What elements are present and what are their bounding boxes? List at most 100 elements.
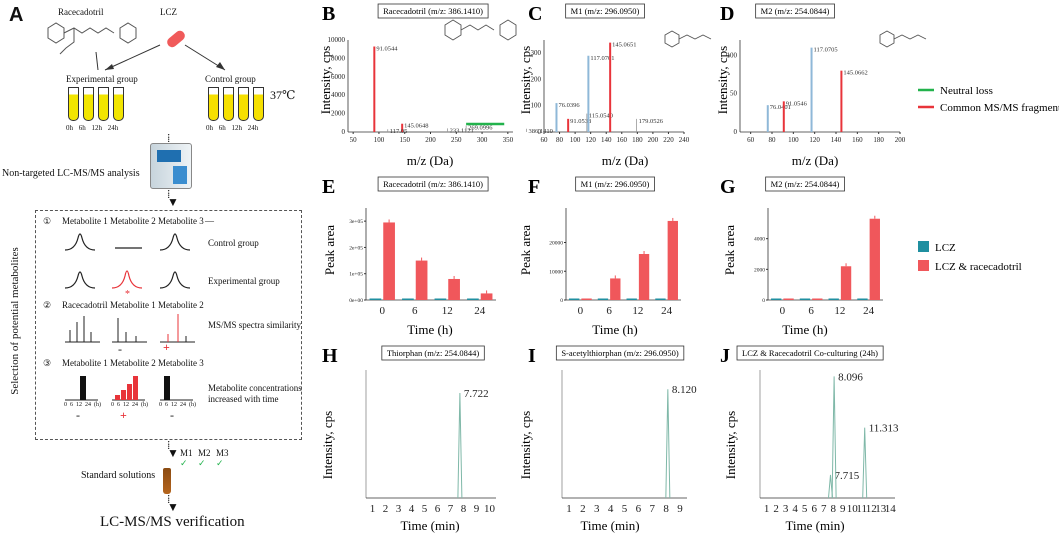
x-tick-label-J: 3 [783,503,789,515]
legend-lcz-race-swatch [918,260,929,271]
bar-lcz-E [434,298,447,300]
row3-header-2: Metabolite 2 [110,358,156,368]
panel-letter-b: B [322,3,335,25]
peak-label-D: 76.0401 [770,104,791,111]
x-tick-label-H: 9 [474,503,480,515]
panel-letter-g: G [720,176,736,198]
ctl-times: 0h 6h 12h 24h [206,124,258,132]
x-tick-label-G: 12 [834,305,845,317]
step2-minus: - [118,342,122,356]
row2-header-3: Metabolite 2 [158,300,204,310]
panel-letter-a: A [9,4,24,26]
x-tick-label-E: 6 [412,305,418,317]
x-tick-label-D: 100 [788,136,799,144]
title-box-b [377,3,489,19]
x-tick-label-H: 2 [383,503,389,515]
title-box-g [765,176,845,192]
peak-label-J: 11.313 [869,423,899,435]
peak-label-B: 91.0544 [376,45,398,52]
x-tick-label-B: 150 [399,136,410,144]
x-tick-label-F: 6 [606,305,612,317]
x-tick-label-D: 60 [747,136,755,144]
x-tick-label-C: 80 [556,136,564,144]
panel-letter-c: C [528,3,542,25]
tube-ctl-1 [208,87,219,121]
title-c: M1 (m/z: 296.0950) [571,6,640,16]
peak-label-D: 145.0662 [843,70,867,77]
x-tick-label-D: 120 [809,136,820,144]
x-tick-label-C: 160 [617,136,628,144]
peak-label-H: 7.722 [464,388,489,400]
x-tick-label-I: 1 [566,503,572,515]
bar-race-F [638,254,650,300]
x-tick-label-C: 220 [663,136,674,144]
down-arrow-icon-4: ⁞ ▼ [167,492,179,514]
x-tick-label-J: 11 [856,503,867,515]
x-tick-label-F: 0 [578,305,584,317]
bar-race-G [869,218,880,300]
y-tick-label-D: 100 [727,51,738,59]
y-tick-label-F: 10000 [549,269,563,275]
step3-minus-1: - [76,408,80,422]
x-tick-label-J: 10 [847,503,859,515]
control-group-label: Control group [205,74,256,84]
verification-label: LC-MS/MS verification [100,514,245,530]
x-tick-label-D: 200 [895,136,906,144]
racecadotril-label: Racecadotril [58,7,104,17]
x-tick-label-I: 2 [580,503,586,515]
peak-label-B: 386.1410 [528,128,552,135]
legend-lcz-swatch [918,241,929,252]
x-tick-label-J: 8 [830,503,836,515]
y-tick-label-G: 0 [762,298,765,304]
msms-similarity-label: MS/MS spectra similarity [208,320,301,330]
titles: Racecadotril (m/z: 386.1410) M1 (m/z: 29… [383,6,878,358]
mini-ticks-2: 0 6 12 24 (h) [111,402,148,408]
legend-lcz-label: LCZ [935,242,956,254]
xlabel-g: Time (h) [782,322,827,337]
panel-letter-d: D [720,3,734,25]
x-tick-label-J: 9 [840,503,846,515]
x-tick-label-C: 140 [601,136,612,144]
bar-race-E [415,260,428,300]
legend-common-label: Common MS/MS fragments [940,102,1059,114]
step-2-marker: ② [43,300,52,310]
x-tick-label-E: 24 [474,305,486,317]
x-tick-label-J: 6 [811,503,817,515]
legend-neutral-loss-label: Neutral loss [940,85,993,97]
temperature-label: 37℃ [270,88,296,102]
analysis-label: Non-targeted LC-MS/MS analysis [2,168,140,179]
bar-lcz-F [626,298,637,300]
exp-time-3: 24h [107,124,119,132]
ylabel-i: Intensity, cps [518,411,533,479]
bar-lcz-F [569,298,580,300]
peak-label-C: 76.0396 [558,102,580,109]
check-m2: M2 ✓ [198,448,211,468]
title-box-f [575,176,655,192]
x-tick-label-H: 6 [435,503,441,515]
x-tick-label-H: 1 [370,503,376,515]
row3-header-1: Metabolite 1 [62,358,108,368]
xlabel-e: Time (h) [407,322,452,337]
ylabel-e: Peak area [322,225,337,275]
peak-H [457,393,463,499]
x-tick-label-B: 100 [374,136,385,144]
check-m1: M1 ✓ [180,448,193,468]
check-m1-label: M1 [180,448,193,458]
peak-label-C: 145.0651 [612,42,636,49]
bar-race-E [448,278,460,300]
x-tick-label-J: 13 [875,503,887,515]
x-tick-label-J: 5 [802,503,808,515]
peak-label-C: 91.0538 [570,118,591,125]
ylabel-b: Intensity, cps [318,46,333,114]
x-tick-label-B: 300 [477,136,488,144]
flow-arrows [95,44,226,71]
y-tick-label-B: 4000 [331,91,346,99]
bar-lcz-G [799,298,811,300]
panel-letter-i: I [528,345,536,367]
peak-label-B: 145.0648 [404,123,428,130]
x-tick-label-B: 350 [503,136,514,144]
row1-header-2: Metabolite 2 [110,216,156,226]
y-tick-label-B: 10000 [328,36,346,44]
bar-lcz-G [857,298,868,300]
